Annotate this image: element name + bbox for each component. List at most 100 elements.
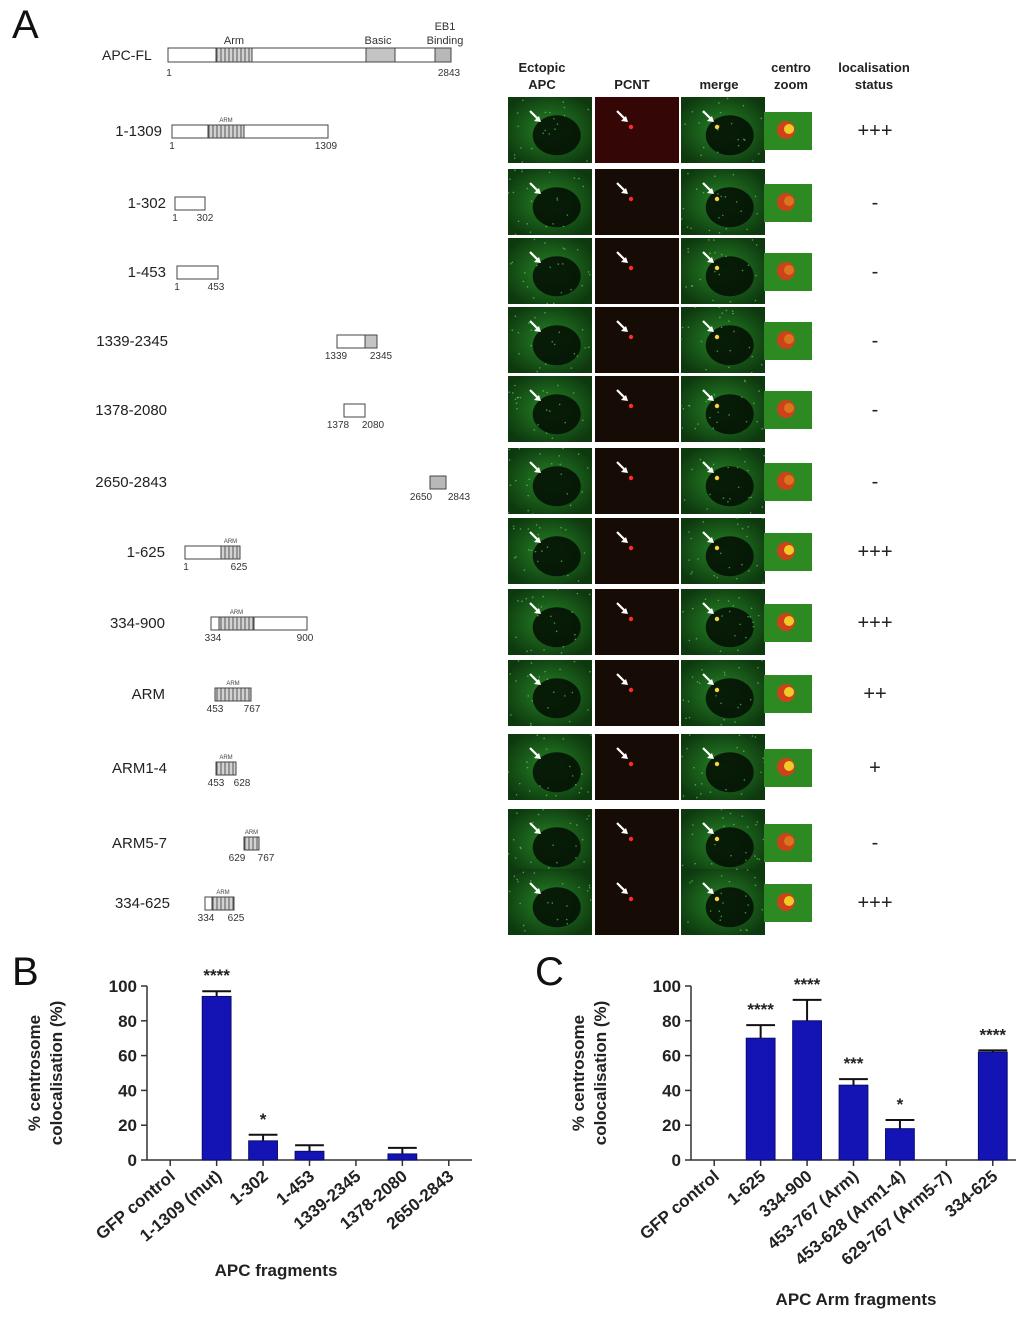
- speckle: [551, 437, 554, 440]
- fl-start: 1: [166, 68, 172, 79]
- speckle: [537, 813, 540, 816]
- construct-start: 453: [208, 778, 225, 789]
- speckle: [737, 706, 739, 709]
- speckle: [720, 326, 723, 329]
- speckle: [705, 368, 707, 371]
- speckle: [682, 795, 685, 797]
- speckle: [510, 262, 512, 265]
- pcnt-haze: [595, 97, 679, 163]
- speckle: [740, 793, 743, 795]
- speckle: [516, 112, 519, 114]
- speckle: [582, 185, 585, 188]
- speckle: [680, 338, 682, 340]
- speckle: [546, 546, 549, 548]
- construct-label: 334-900: [110, 615, 165, 632]
- speckle: [741, 396, 743, 398]
- centrosome-dot: [628, 196, 634, 202]
- speckle: [687, 172, 689, 175]
- speckle: [687, 700, 690, 703]
- speckle: [694, 427, 697, 430]
- speckle: [714, 843, 716, 846]
- speckle: [569, 765, 571, 768]
- image-background: [595, 734, 679, 800]
- ectopic-apc-image: [508, 238, 592, 305]
- speckle: [534, 550, 537, 553]
- speckle: [712, 463, 715, 466]
- speckle: [761, 427, 763, 430]
- speckle: [521, 168, 523, 170]
- nucleus-shadow: [532, 256, 581, 297]
- speckle: [717, 151, 719, 154]
- speckle: [719, 650, 722, 653]
- speckle: [528, 478, 531, 481]
- chart-b: 0 20 40 60 80 100 % centrosome colocalisation (…: [25, 966, 472, 1280]
- speckle: [739, 703, 742, 706]
- speckle: [532, 821, 534, 824]
- speckle: [744, 460, 746, 463]
- speckle: [517, 220, 520, 223]
- pcnt-haze: [595, 869, 679, 935]
- zoom-yellow-signal: [784, 761, 794, 771]
- speckle: [556, 197, 559, 199]
- speckle: [526, 187, 529, 190]
- zoom-yellow-signal: [784, 616, 794, 626]
- speckle: [589, 899, 592, 901]
- speckle: [746, 826, 749, 828]
- speckle: [752, 160, 754, 162]
- speckle: [720, 253, 723, 256]
- y-tick-label: 20: [662, 1116, 681, 1135]
- speckle: [566, 905, 568, 907]
- speckle: [518, 448, 521, 450]
- y-tick-label: 20: [118, 1116, 137, 1135]
- speckle: [586, 160, 588, 162]
- speckle: [574, 633, 576, 636]
- speckle: [717, 411, 720, 414]
- speckle: [538, 527, 541, 529]
- bar: [838, 1084, 869, 1161]
- bar: [745, 1037, 776, 1161]
- speckle: [514, 233, 517, 236]
- speckle: [752, 621, 754, 624]
- image-background: [595, 869, 679, 935]
- speckle: [756, 821, 759, 823]
- arrowhead-icon: [707, 608, 714, 614]
- ectopic-apc-image: [507, 734, 592, 800]
- speckle: [688, 734, 691, 736]
- speckle: [514, 384, 516, 387]
- speckle: [569, 822, 572, 825]
- speckle: [691, 468, 693, 471]
- speckle: [682, 699, 685, 701]
- speckle: [588, 593, 591, 596]
- image-background: [595, 809, 679, 875]
- header-pcnt: PCNT: [614, 77, 649, 92]
- speckle: [507, 771, 510, 773]
- speckle: [722, 902, 724, 904]
- speckle: [556, 199, 559, 201]
- speckle: [545, 748, 548, 750]
- construct-end: 900: [297, 633, 314, 644]
- construct-start: 629: [229, 853, 246, 864]
- bar: [387, 1153, 418, 1161]
- localisation-status: +: [869, 757, 881, 779]
- nucleus-shadow: [532, 325, 581, 366]
- speckle: [717, 193, 719, 195]
- speckle: [754, 884, 757, 887]
- fl-name: APC-FL: [102, 47, 152, 63]
- speckle: [583, 861, 585, 863]
- bar: [201, 995, 232, 1161]
- speckle: [759, 447, 762, 449]
- speckle: [729, 812, 732, 815]
- speckle: [699, 793, 702, 795]
- category-label: 1-302: [226, 1167, 272, 1210]
- speckle: [536, 264, 538, 267]
- speckle: [737, 649, 739, 652]
- speckle: [543, 648, 545, 651]
- speckle: [685, 717, 687, 720]
- speckle: [531, 513, 534, 515]
- speckle: [728, 414, 730, 416]
- speckle: [527, 695, 530, 697]
- speckle: [546, 391, 548, 394]
- speckle: [543, 737, 545, 740]
- construct-end: 767: [244, 704, 261, 715]
- arrowhead-icon: [707, 116, 714, 122]
